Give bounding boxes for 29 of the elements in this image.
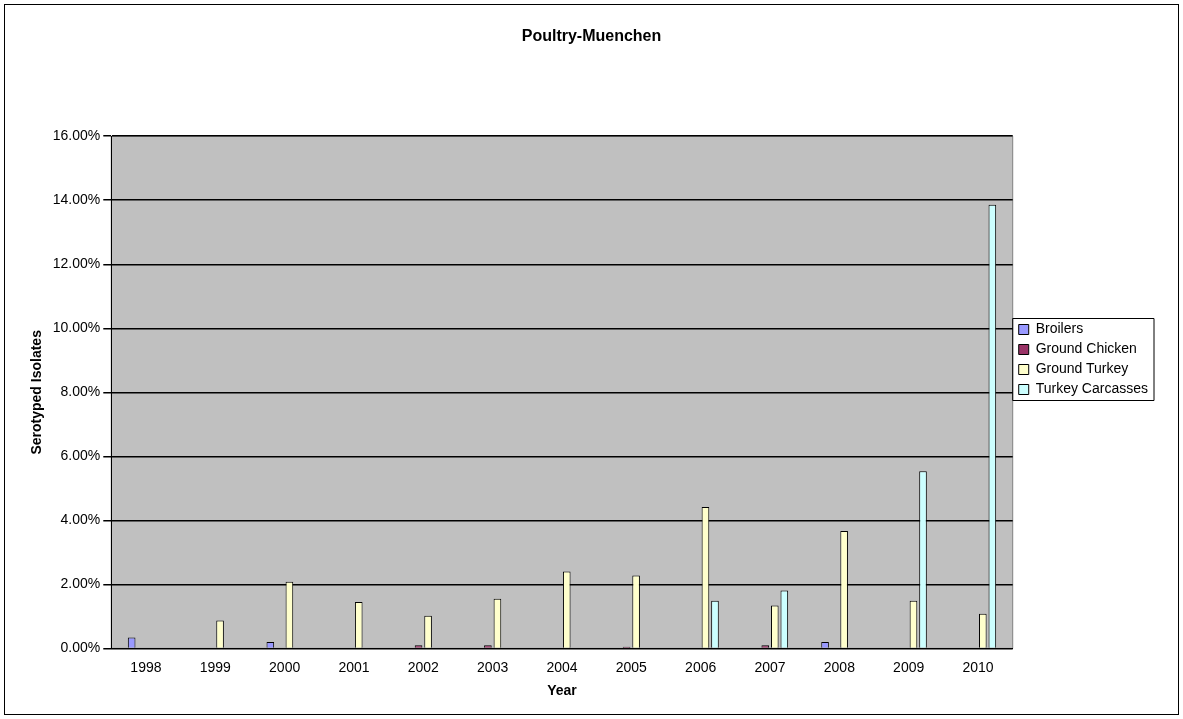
legend-label: Broilers xyxy=(1035,320,1084,337)
x-tick-label: 2005 xyxy=(615,658,648,675)
x-tick-label: 2001 xyxy=(338,658,370,675)
x-tick-label: 1999 xyxy=(199,658,232,675)
x-tick-label: 2008 xyxy=(823,658,856,675)
y-tick-label: 14.00% xyxy=(52,191,101,208)
y-tick-label: 2.00% xyxy=(60,575,101,592)
y-tick-label: 4.00% xyxy=(60,511,101,528)
y-tick-label: 12.00% xyxy=(52,255,101,272)
x-tick-label: 2010 xyxy=(962,658,994,675)
legend-label: Ground Turkey xyxy=(1035,360,1129,377)
x-tick-label: 2009 xyxy=(893,658,925,675)
y-tick-label: 8.00% xyxy=(60,383,101,400)
y-tick-label: 16.00% xyxy=(52,127,101,144)
y-tick-label: 0.00% xyxy=(60,639,101,656)
x-tick-label: 2004 xyxy=(546,658,578,675)
y-tick-label: 10.00% xyxy=(52,319,101,336)
x-tick-label: 2007 xyxy=(754,658,786,675)
x-axis-title: Year xyxy=(547,682,578,699)
chart-title: Poultry-Muenchen xyxy=(521,27,662,45)
x-tick-label: 2002 xyxy=(407,658,440,675)
legend-label: Turkey Carcasses xyxy=(1035,380,1149,397)
y-axis-title: Serotyped Isolates xyxy=(28,329,45,455)
x-tick-label: 2003 xyxy=(477,658,509,675)
y-tick-label: 6.00% xyxy=(60,447,101,464)
x-tick-label: 2000 xyxy=(269,658,301,675)
x-tick-label: 1998 xyxy=(130,658,162,675)
x-tick-label: 2006 xyxy=(685,658,717,675)
legend-label: Ground Chicken xyxy=(1035,340,1137,357)
